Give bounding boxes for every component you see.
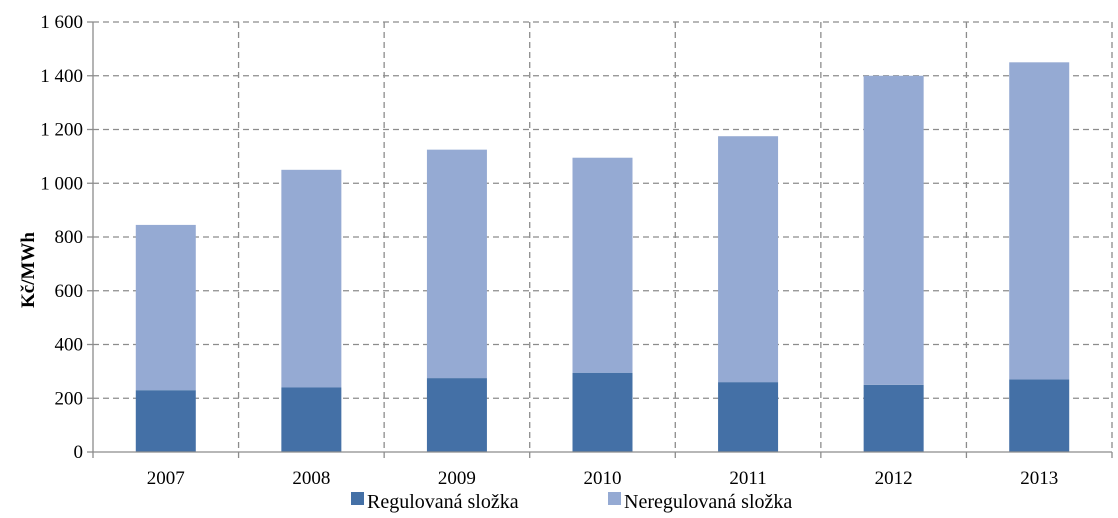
y-tick-label: 1 400 (40, 66, 83, 87)
x-tick-label: 2009 (438, 468, 476, 489)
bar-neregulovana-2007 (136, 225, 196, 390)
x-tick-label: 2007 (147, 468, 185, 489)
x-tick-label: 2011 (729, 468, 766, 489)
legend-label-regulovana: Regulovaná složka (367, 491, 519, 513)
x-tick-label: 2010 (584, 468, 622, 489)
bar-neregulovana-2013 (1009, 62, 1069, 379)
bar-regulovana-2009 (427, 378, 487, 452)
bar-regulovana-2012 (864, 385, 924, 452)
y-tick-label: 1 000 (40, 173, 83, 194)
x-tick-label: 2008 (292, 468, 330, 489)
bar-neregulovana-2011 (718, 136, 778, 382)
bar-neregulovana-2012 (864, 76, 924, 385)
y-tick-label: 1 200 (40, 120, 83, 141)
y-tick-label: 600 (55, 281, 84, 302)
x-tick-labels: 2007 2008 2009 2010 2011 2012 2013 (147, 468, 1058, 489)
x-tick-label: 2013 (1020, 468, 1058, 489)
bar-regulovana-2013 (1009, 379, 1069, 452)
bar-regulovana-2011 (718, 382, 778, 452)
x-tick-label: 2012 (875, 468, 913, 489)
y-tick-label: 200 (55, 388, 84, 409)
bar-neregulovana-2008 (281, 170, 341, 388)
bar-regulovana-2007 (136, 390, 196, 452)
legend: Regulovaná složka Neregulovaná složka (351, 491, 792, 513)
bar-neregulovana-2010 (573, 158, 633, 373)
y-tick-labels: 0 200 400 600 800 1 000 1 200 1 400 1 600 (40, 12, 83, 463)
legend-swatch-neregulovana (608, 492, 621, 505)
y-tick-label: 0 (74, 442, 84, 463)
bars (136, 62, 1069, 452)
legend-swatch-regulovana (351, 492, 364, 505)
bar-neregulovana-2009 (427, 150, 487, 378)
y-tick-label: 400 (55, 335, 84, 356)
y-axis-title: Kč/MWh (18, 232, 39, 308)
y-tick-label: 800 (55, 227, 84, 248)
bar-regulovana-2010 (573, 373, 633, 452)
legend-label-neregulovana: Neregulovaná složka (624, 491, 792, 513)
bar-regulovana-2008 (281, 388, 341, 453)
y-tick-label: 1 600 (40, 12, 83, 33)
